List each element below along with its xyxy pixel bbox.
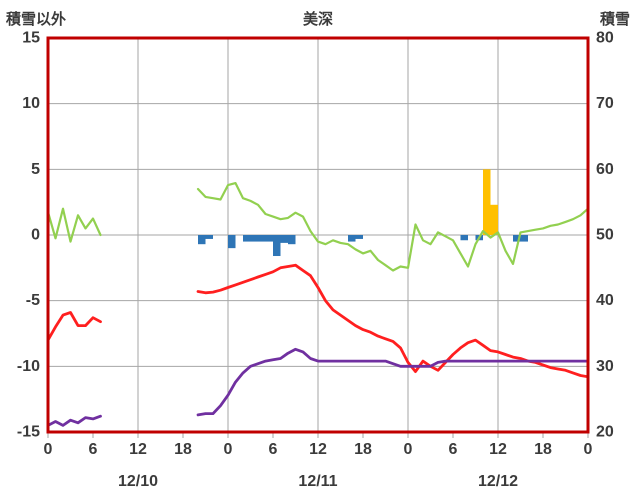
hour-tick-label: 18 [534,441,552,458]
blue-bars-bar [348,235,356,242]
hour-tick-label: 6 [89,441,98,458]
left-axis-tick-label: 15 [22,30,40,47]
right-axis-tick-label: 30 [596,358,614,375]
red-line [196,263,588,379]
right-axis-tick-label: 70 [596,95,614,112]
blue-bars-bar [273,235,281,257]
hour-tick-label: 12 [309,441,327,458]
right-axis-tick-label: 20 [596,424,614,441]
left-axis-tick-label: -5 [26,292,40,309]
plot-frame [46,36,590,434]
blue-bars-bar [520,235,528,242]
hour-tick-label: 0 [44,441,53,458]
blue-bars-bar [198,235,206,245]
blue-bars-bar [513,235,521,242]
blue-bars-bar [228,235,236,249]
right-axis-tick-label: 80 [596,30,614,47]
hour-tick-label: 0 [584,441,593,458]
left-axis-title: 積雪以外 [6,11,67,28]
blue-bars-bar [355,235,363,239]
date-label: 12/12 [478,473,518,490]
left-axis-tick-label: -15 [17,424,40,441]
date-label: 12/10 [118,473,158,490]
blue-bars-bar [460,235,468,241]
blue-bars-bar [288,235,296,245]
hour-tick-label: 6 [269,441,278,458]
blue-bars-bar [205,235,213,239]
snow-depth-line-green [48,207,102,243]
left-axis-tick-label: 0 [31,227,40,244]
hour-tick-label: 6 [449,441,458,458]
hour-tick-label: 12 [489,441,507,458]
purple-line [48,414,102,427]
hour-tick-label: 18 [174,441,192,458]
left-axis-tick-label: 5 [31,161,40,178]
red-line [48,311,102,342]
left-axis-tick-label: -10 [17,358,40,375]
station-title: 美深 [302,11,334,28]
yellow-bars-bar [483,169,491,235]
blue-bars-bar [280,235,288,243]
right-axis-tick-label: 40 [596,292,614,309]
blue-bars-bar [243,235,251,242]
hour-tick-label: 12 [129,441,147,458]
hour-tick-label: 0 [224,441,233,458]
left-axis-tick-label: 10 [22,95,40,112]
blue-bars-bar [258,235,266,242]
hour-tick-label: 18 [354,441,372,458]
purple-line [196,347,588,417]
blue-bars-bar [250,235,258,242]
right-axis-title: 積雪 [599,11,630,28]
hour-tick-label: 0 [404,441,413,458]
yellow-bars-bar [490,204,498,235]
right-axis-tick-label: 50 [596,227,614,244]
snow-depth-line-green [196,182,588,272]
date-label: 12/11 [298,473,337,490]
right-axis-tick-label: 60 [596,161,614,178]
blue-bars-bar [265,235,273,242]
